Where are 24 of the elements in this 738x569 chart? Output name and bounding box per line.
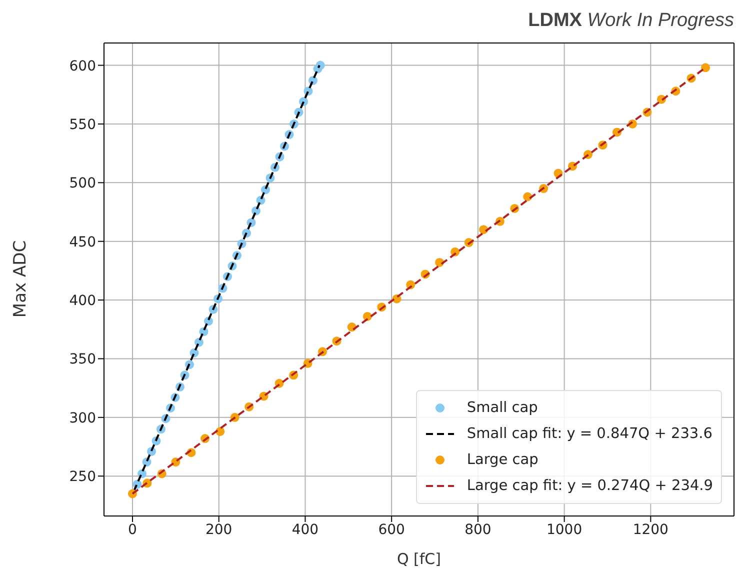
y-tick-label: 250	[69, 469, 96, 486]
x-tick-label: 1000	[546, 522, 582, 538]
x-tick-label: 0	[128, 522, 137, 538]
x-tick-label: 400	[292, 522, 319, 538]
y-axis-title: Max ADC	[11, 240, 32, 318]
y-tick-label: 450	[69, 234, 96, 250]
y-tick-label: 400	[69, 293, 96, 310]
text: Work In Progress	[587, 10, 734, 31]
x-axis-title: Q [fC]	[396, 550, 442, 568]
y-tick-label: 600	[69, 58, 96, 74]
legend-label: Large cap fit: y = 0.274Q + 234.9	[466, 478, 713, 494]
legend-label: Small cap	[466, 400, 538, 416]
y-tick-label: 500	[69, 176, 96, 192]
legend-label: Small cap fit: y = 0.847Q + 233.6	[466, 426, 712, 442]
x-tick-label: 200	[205, 522, 232, 538]
y-tick-label: 550	[69, 116, 96, 133]
x-tick-label: 1200	[632, 522, 668, 538]
x-tick-label: 800	[464, 522, 492, 538]
legend-label: Large cap	[466, 452, 538, 468]
x-tick-label: 600	[378, 522, 405, 538]
point	[701, 63, 710, 72]
text: LDMX	[528, 10, 582, 31]
y-tick-label: 350	[69, 352, 96, 368]
y-tick-label: 300	[69, 410, 96, 426]
